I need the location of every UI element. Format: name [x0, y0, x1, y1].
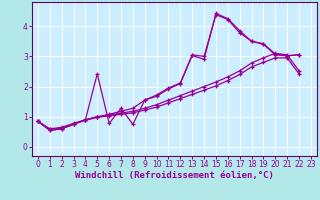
X-axis label: Windchill (Refroidissement éolien,°C): Windchill (Refroidissement éolien,°C) [75, 171, 274, 180]
